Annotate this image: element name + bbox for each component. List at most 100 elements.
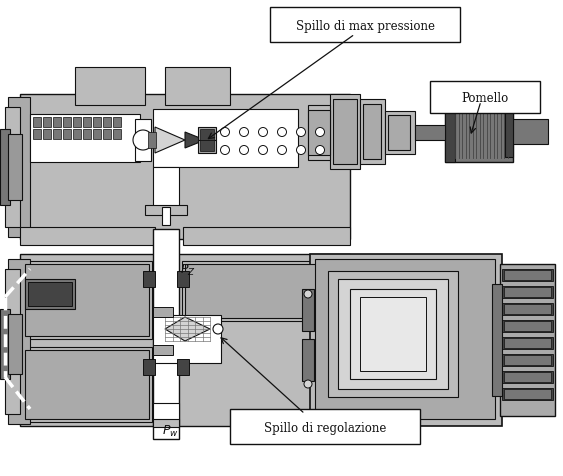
Bar bbox=[502, 269, 553, 281]
Bar bbox=[145, 206, 187, 216]
Bar bbox=[177, 359, 189, 375]
Bar bbox=[5, 269, 20, 414]
Bar bbox=[8, 98, 30, 238]
Bar bbox=[338, 279, 448, 389]
Bar bbox=[308, 111, 330, 156]
Bar bbox=[0, 130, 10, 206]
Bar bbox=[315, 259, 495, 419]
Text: $P_Z$: $P_Z$ bbox=[180, 262, 196, 278]
Bar bbox=[93, 118, 101, 128]
Circle shape bbox=[304, 290, 312, 298]
Bar bbox=[43, 130, 51, 140]
Bar bbox=[0, 309, 10, 379]
Bar bbox=[388, 116, 410, 151]
Bar bbox=[504, 372, 551, 382]
Bar bbox=[504, 338, 551, 348]
Bar bbox=[165, 68, 230, 106]
Bar bbox=[230, 409, 420, 444]
Bar bbox=[143, 359, 155, 375]
Bar bbox=[492, 284, 502, 396]
Polygon shape bbox=[185, 133, 205, 149]
Circle shape bbox=[133, 131, 153, 151]
Bar bbox=[43, 118, 51, 128]
Bar bbox=[185, 265, 319, 318]
Bar bbox=[200, 130, 214, 141]
Bar bbox=[93, 130, 101, 140]
Bar bbox=[502, 320, 553, 332]
Circle shape bbox=[239, 128, 248, 137]
Bar bbox=[445, 103, 513, 163]
Bar bbox=[113, 130, 121, 140]
Circle shape bbox=[315, 146, 324, 155]
Bar bbox=[33, 118, 41, 128]
Bar bbox=[504, 304, 551, 314]
Bar bbox=[505, 108, 513, 158]
Text: $P_w$: $P_w$ bbox=[162, 423, 178, 438]
Bar bbox=[153, 110, 298, 168]
Bar bbox=[500, 265, 555, 416]
Bar bbox=[328, 271, 458, 397]
Bar bbox=[198, 128, 216, 141]
Bar bbox=[8, 135, 22, 200]
Bar bbox=[504, 355, 551, 365]
Bar bbox=[415, 126, 445, 141]
Bar bbox=[445, 103, 455, 163]
Circle shape bbox=[239, 146, 248, 155]
Bar bbox=[8, 259, 30, 424]
Bar bbox=[310, 255, 502, 426]
Bar bbox=[200, 141, 214, 152]
Bar bbox=[53, 130, 61, 140]
Bar bbox=[153, 307, 173, 317]
Bar bbox=[270, 8, 460, 43]
Circle shape bbox=[221, 146, 230, 155]
Bar bbox=[504, 389, 551, 399]
Bar bbox=[153, 229, 179, 439]
Bar bbox=[308, 106, 330, 161]
Bar bbox=[25, 265, 149, 336]
Bar bbox=[153, 345, 173, 355]
Bar bbox=[20, 95, 350, 239]
Bar bbox=[135, 120, 151, 162]
Bar bbox=[302, 289, 314, 331]
Circle shape bbox=[278, 128, 287, 137]
Circle shape bbox=[258, 146, 267, 155]
Bar bbox=[385, 112, 415, 155]
Bar bbox=[360, 100, 385, 165]
Bar bbox=[177, 271, 189, 288]
Bar bbox=[83, 130, 91, 140]
Bar bbox=[502, 371, 553, 383]
Bar bbox=[20, 255, 350, 426]
Circle shape bbox=[315, 128, 324, 137]
Bar bbox=[302, 339, 314, 381]
Circle shape bbox=[213, 324, 223, 334]
Bar bbox=[182, 261, 322, 321]
Bar bbox=[502, 287, 553, 298]
Bar bbox=[148, 133, 156, 149]
Bar bbox=[75, 68, 145, 106]
Bar bbox=[28, 282, 72, 307]
Bar bbox=[360, 298, 426, 371]
Bar bbox=[504, 270, 551, 280]
Bar bbox=[5, 108, 20, 228]
Polygon shape bbox=[165, 317, 210, 341]
Bar bbox=[350, 289, 436, 379]
Bar bbox=[504, 321, 551, 331]
Bar bbox=[153, 315, 221, 363]
Bar bbox=[502, 337, 553, 349]
Bar bbox=[33, 130, 41, 140]
Bar bbox=[363, 105, 381, 159]
Bar bbox=[83, 118, 91, 128]
Circle shape bbox=[278, 146, 287, 155]
Bar bbox=[504, 288, 551, 298]
Bar bbox=[63, 118, 71, 128]
Circle shape bbox=[304, 380, 312, 388]
Bar bbox=[113, 118, 121, 128]
Bar bbox=[22, 347, 152, 422]
Bar bbox=[20, 228, 155, 246]
Bar bbox=[330, 95, 360, 169]
Bar bbox=[513, 120, 548, 145]
Bar bbox=[430, 82, 540, 114]
Bar bbox=[143, 271, 155, 288]
Circle shape bbox=[258, 128, 267, 137]
Bar bbox=[30, 115, 140, 163]
